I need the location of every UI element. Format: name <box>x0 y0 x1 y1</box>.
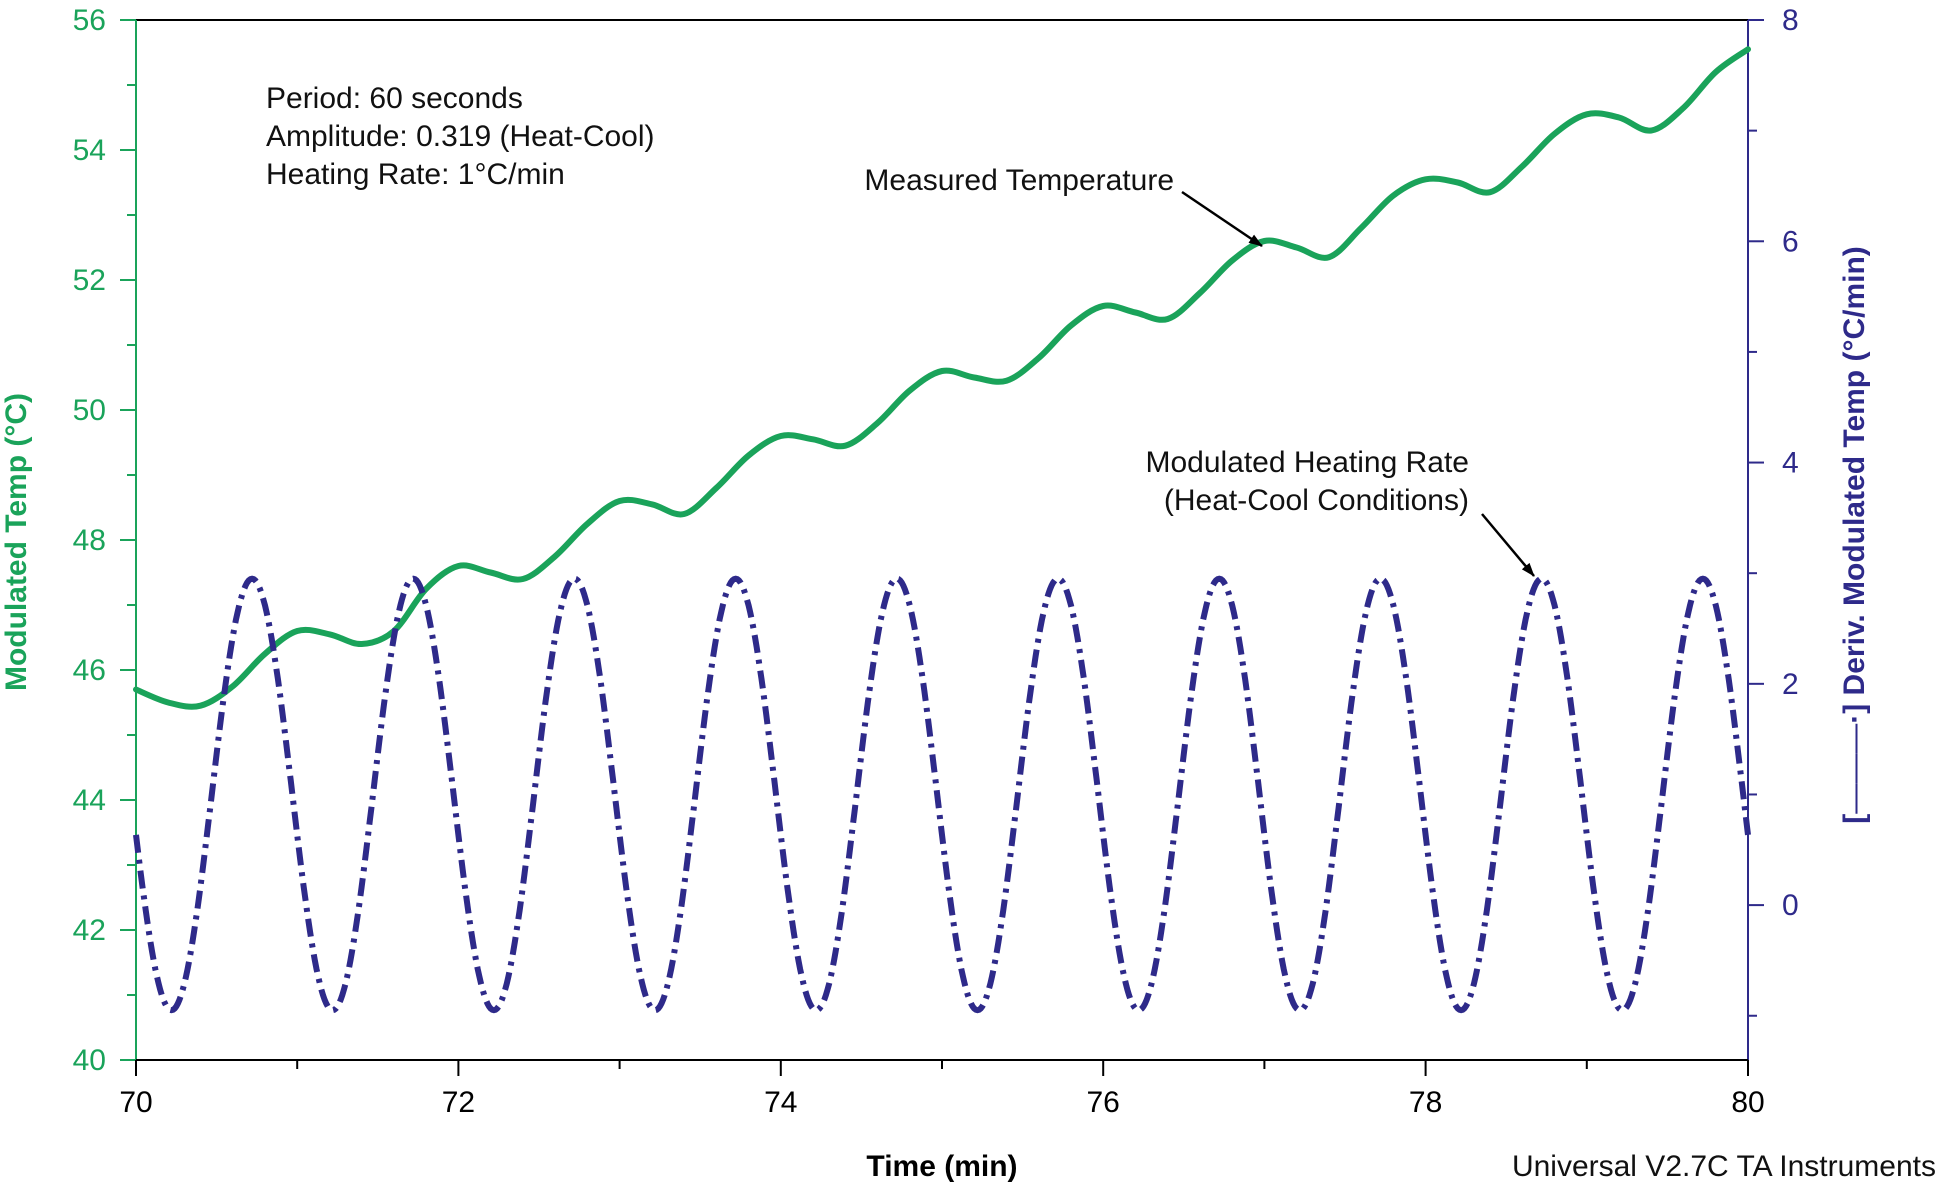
x-axis-tick-label: 78 <box>1409 1086 1442 1119</box>
right-axis-tick-label: 6 <box>1782 225 1799 258</box>
x-axis: 70 72 74 76 78 80 <box>119 1059 1765 1119</box>
annotation-group: Period: 60 seconds Amplitude: 0.319 (Hea… <box>266 82 1535 577</box>
series-line-modulated-heating-rate <box>133 575 1751 1014</box>
left-y-axis: 40 42 44 46 48 50 52 54 56 <box>73 4 137 1077</box>
x-axis-tick-label: 76 <box>1087 1086 1120 1119</box>
left-axis-tick-label: 56 <box>73 4 106 37</box>
right-y-axis: 0 2 4 6 8 <box>1747 4 1799 1060</box>
label-heating-rate-line1: Modulated Heating Rate <box>1145 446 1469 479</box>
arrow-heating-rate <box>1481 513 1535 577</box>
right-axis-title-text: Deriv. Modulated Temp (°C/min) <box>1838 246 1871 695</box>
series-group <box>133 46 1751 1014</box>
x-axis-title: Time (min) <box>866 1150 1017 1183</box>
info-line-period: Period: 60 seconds <box>266 82 523 115</box>
series-line-measured-temperature <box>133 46 1751 710</box>
right-axis-tick-label: 2 <box>1782 668 1799 701</box>
right-axis-title: [———·] Deriv. Modulated Temp (°C/min) <box>1838 246 1871 824</box>
label-heating-rate-line2: (Heat-Cool Conditions) <box>1164 484 1469 517</box>
left-axis-tick-label: 54 <box>73 134 106 167</box>
left-axis-tick-label: 50 <box>73 394 106 427</box>
left-axis-title: Modulated Temp (°C) <box>0 393 33 691</box>
x-axis-tick-label: 72 <box>442 1086 475 1119</box>
footer-software-credit: Universal V2.7C TA Instruments <box>1512 1150 1936 1183</box>
right-axis-title-line-marker: ——— <box>1838 724 1871 814</box>
left-axis-tick-label: 40 <box>73 1044 106 1077</box>
left-axis-tick-label: 46 <box>73 654 106 687</box>
x-axis-tick-label: 70 <box>119 1086 152 1119</box>
right-axis-title-bracket-close: ·] <box>1838 704 1871 724</box>
arrow-measured-temperature <box>1181 190 1263 248</box>
right-axis-tick-label: 8 <box>1782 4 1799 37</box>
right-axis-title-bracket-open: [ <box>1838 814 1871 824</box>
x-axis-tick-label: 74 <box>764 1086 797 1119</box>
right-axis-tick-label: 4 <box>1782 447 1799 480</box>
info-line-amplitude: Amplitude: 0.319 (Heat-Cool) <box>266 120 655 153</box>
left-axis-tick-label: 52 <box>73 264 106 297</box>
right-axis-tick-label: 0 <box>1782 889 1799 922</box>
info-line-heating-rate: Heating Rate: 1°C/min <box>266 158 565 191</box>
left-axis-tick-label: 44 <box>73 784 106 817</box>
left-axis-tick-label: 42 <box>73 914 106 947</box>
x-axis-tick-label: 80 <box>1731 1086 1764 1119</box>
left-axis-tick-label: 48 <box>73 524 106 557</box>
label-measured-temperature: Measured Temperature <box>864 164 1174 197</box>
